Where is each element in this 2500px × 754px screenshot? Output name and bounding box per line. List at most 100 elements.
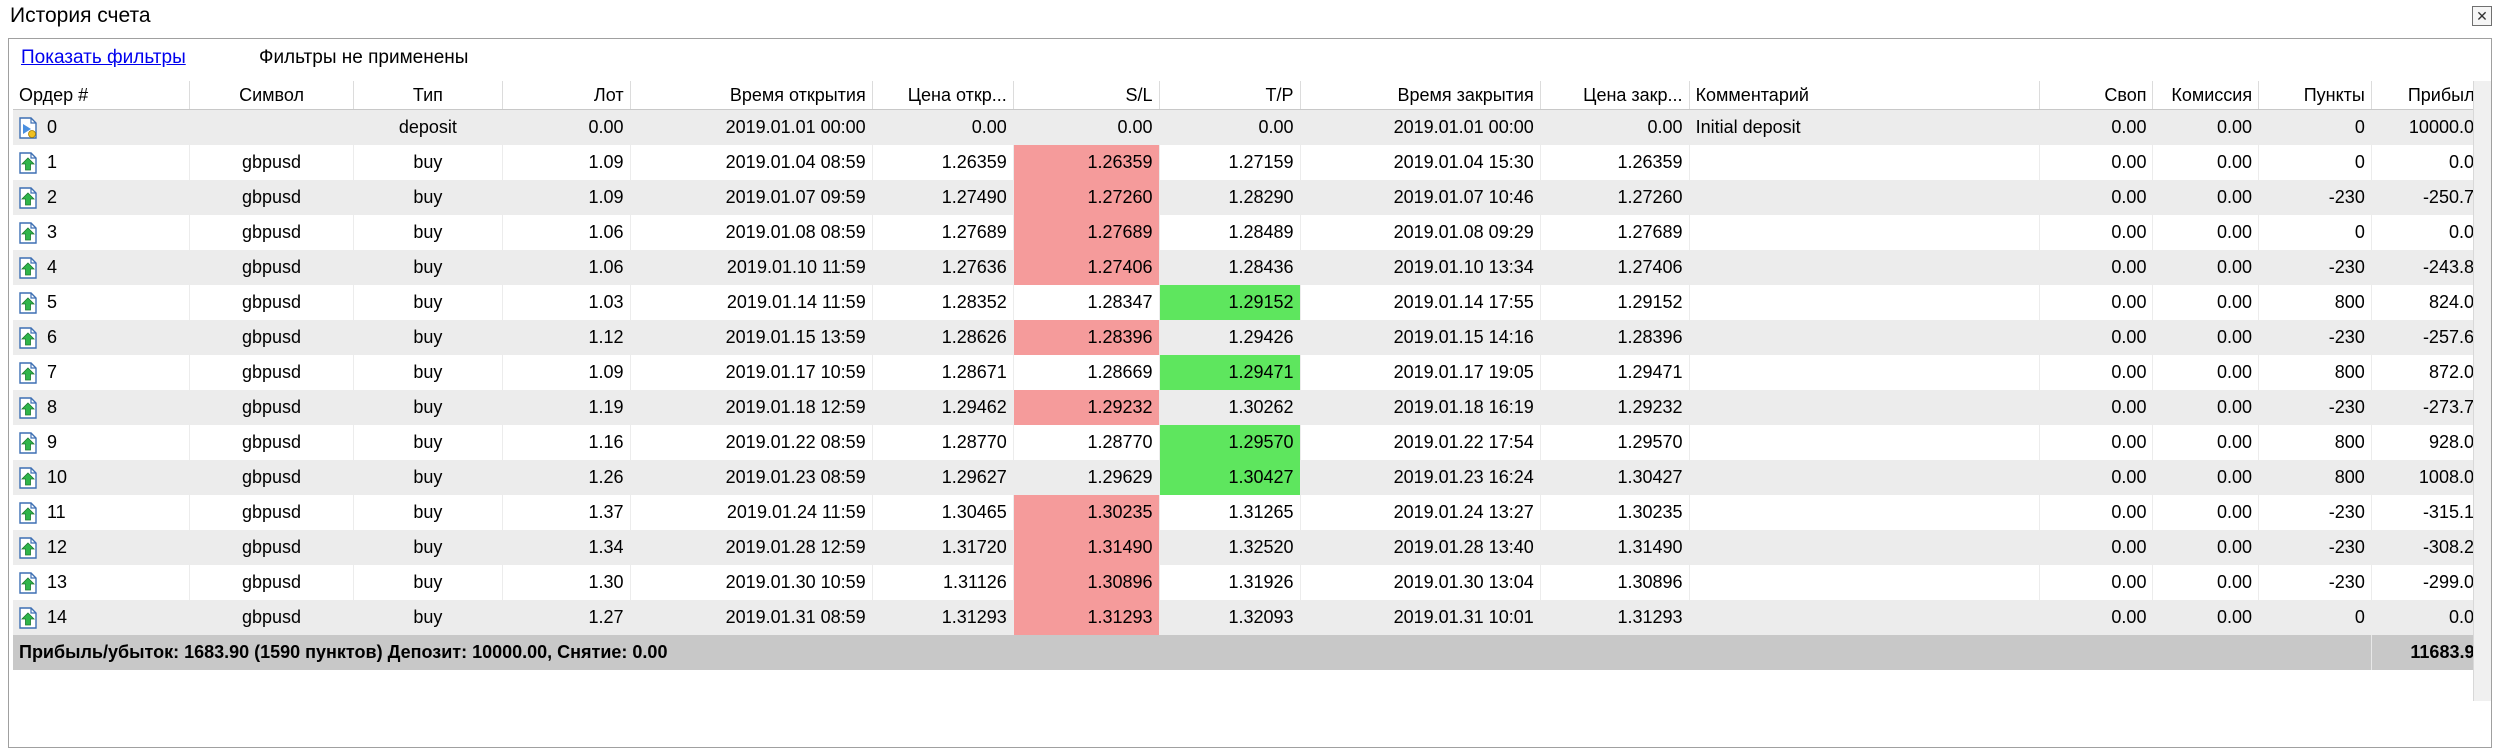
- order-cell-content: 2: [19, 186, 183, 209]
- cell-type: buy: [353, 285, 504, 320]
- cell-commission: 0.00: [2152, 215, 2260, 250]
- cell-sl: 1.28770: [1013, 425, 1160, 460]
- column-header-close-time[interactable]: Время закрытия: [1300, 81, 1541, 110]
- order-cell-content: 7: [19, 361, 183, 384]
- cell-commission: 0.00: [2152, 109, 2260, 145]
- table-row[interactable]: 5 gbpusd buy 1.03 2019.01.14 11:59 1.28352 1.2…: [13, 285, 2492, 320]
- cell-swap: 0.00: [2039, 530, 2154, 565]
- order-cell-content: 14: [19, 606, 183, 629]
- cell-lot: 1.16: [502, 425, 631, 460]
- cell-order: 10: [13, 460, 191, 495]
- cell-lot: 1.03: [502, 285, 631, 320]
- cell-type: buy: [353, 355, 504, 390]
- buy-order-icon: [19, 186, 37, 209]
- column-header-commission[interactable]: Комиссия: [2152, 81, 2260, 110]
- cell-points: 0: [2258, 215, 2372, 250]
- cell-lot: 1.12: [502, 320, 631, 355]
- column-header-comment[interactable]: Комментарий: [1689, 81, 2041, 110]
- column-header-sl[interactable]: S/L: [1013, 81, 1160, 110]
- table-row[interactable]: 12 gbpusd buy 1.34 2019.01.28 12:59 1.31720 1.…: [13, 530, 2492, 565]
- close-button[interactable]: ✕: [2472, 6, 2492, 26]
- cell-sl: 1.30896: [1013, 565, 1160, 600]
- vertical-scrollbar[interactable]: [2473, 81, 2491, 701]
- order-cell-content: 12: [19, 536, 183, 559]
- table-row[interactable]: 8 gbpusd buy 1.19 2019.01.18 12:59 1.29462 1.2…: [13, 390, 2492, 425]
- cell-profit: -299.00: [2371, 565, 2492, 600]
- cell-tp: 1.31926: [1159, 565, 1301, 600]
- cell-type: buy: [353, 215, 504, 250]
- cell-commission: 0.00: [2152, 425, 2260, 460]
- table-row[interactable]: 9 gbpusd buy 1.16 2019.01.22 08:59 1.28770 1.2…: [13, 425, 2492, 460]
- order-cell-content: 0: [19, 116, 183, 139]
- cell-lot: 1.34: [502, 530, 631, 565]
- cell-close-price: 1.29570: [1540, 425, 1690, 460]
- cell-comment: [1689, 355, 2041, 390]
- cell-profit: -250.70: [2371, 180, 2492, 215]
- column-header-open-time[interactable]: Время открытия: [630, 81, 873, 110]
- column-header-tp[interactable]: T/P: [1159, 81, 1301, 110]
- buy-order-icon: [19, 466, 37, 489]
- window-title: История счета: [10, 4, 151, 27]
- cell-swap: 0.00: [2039, 320, 2154, 355]
- table-row[interactable]: 11 gbpusd buy 1.37 2019.01.24 11:59 1.30465 1.…: [13, 495, 2492, 530]
- close-icon: ✕: [2476, 8, 2488, 24]
- order-number: 6: [47, 327, 58, 347]
- cell-swap: 0.00: [2039, 215, 2154, 250]
- show-filters-link[interactable]: Показать фильтры: [21, 47, 186, 68]
- table-row[interactable]: 1 gbpusd buy 1.09 2019.01.04 08:59 1.26359 1.2…: [13, 145, 2492, 180]
- column-header-type[interactable]: Тип: [353, 81, 504, 110]
- order-cell-content: 8: [19, 396, 183, 419]
- cell-open-time: 2019.01.30 10:59: [630, 565, 873, 600]
- column-header-symbol[interactable]: Символ: [189, 81, 354, 110]
- cell-close-time: 2019.01.01 00:00: [1300, 109, 1541, 145]
- cell-lot: 1.27: [502, 600, 631, 635]
- cell-lot: 1.09: [502, 355, 631, 390]
- cell-commission: 0.00: [2152, 460, 2260, 495]
- order-number: 0: [47, 117, 58, 137]
- cell-comment: [1689, 495, 2041, 530]
- cell-points: 800: [2258, 355, 2372, 390]
- column-header-profit[interactable]: Прибыль: [2371, 81, 2492, 110]
- order-cell-content: 10: [19, 466, 183, 489]
- table-row[interactable]: 4 gbpusd buy 1.06 2019.01.10 11:59 1.27636 1.2…: [13, 250, 2492, 285]
- cell-open-price: 1.31126: [872, 565, 1014, 600]
- order-cell-content: 4: [19, 256, 183, 279]
- table-row[interactable]: 6 gbpusd buy 1.12 2019.01.15 13:59 1.28626 1.2…: [13, 320, 2492, 355]
- cell-sl: 1.29629: [1013, 460, 1160, 495]
- summary-total-profit: 11683.90: [2370, 635, 2491, 670]
- table-row[interactable]: 10 gbpusd buy 1.26 2019.01.23 08:59 1.29627 1.…: [13, 460, 2492, 495]
- cell-swap: 0.00: [2039, 145, 2154, 180]
- cell-comment: [1689, 460, 2041, 495]
- table-row[interactable]: 7 gbpusd buy 1.09 2019.01.17 10:59 1.28671 1.2…: [13, 355, 2492, 390]
- column-header-points[interactable]: Пункты: [2258, 81, 2372, 110]
- column-header-swap[interactable]: Своп: [2039, 81, 2154, 110]
- cell-commission: 0.00: [2152, 320, 2260, 355]
- cell-order: 1: [13, 145, 191, 180]
- cell-swap: 0.00: [2039, 180, 2154, 215]
- table-row[interactable]: 0 deposit 0.00 2019.01.01 00:00 0.00 0.00 0.00…: [13, 109, 2492, 145]
- order-number: 11: [47, 502, 66, 522]
- column-header-close-price[interactable]: Цена закр...: [1540, 81, 1690, 110]
- table-row[interactable]: 3 gbpusd buy 1.06 2019.01.08 08:59 1.27689 1.2…: [13, 215, 2492, 250]
- column-header-open-price[interactable]: Цена откр...: [872, 81, 1014, 110]
- cell-comment: [1689, 530, 2041, 565]
- summary-text: Прибыль/убыток: 1683.90 (1590 пунктов) Д…: [13, 635, 2372, 670]
- table-row[interactable]: 14 gbpusd buy 1.27 2019.01.31 08:59 1.31293 1.…: [13, 600, 2492, 635]
- cell-close-price: 1.30235: [1540, 495, 1690, 530]
- column-header-order[interactable]: Ордер #: [13, 81, 191, 110]
- cell-comment: [1689, 180, 2041, 215]
- cell-symbol: gbpusd: [189, 180, 354, 215]
- cell-close-time: 2019.01.24 13:27: [1300, 495, 1541, 530]
- column-header-lot[interactable]: Лот: [502, 81, 631, 110]
- table-row[interactable]: 13 gbpusd buy 1.30 2019.01.30 10:59 1.31126 1.…: [13, 565, 2492, 600]
- cell-symbol: gbpusd: [189, 600, 354, 635]
- history-table: Ордер # Символ Тип Лот Время открытия Це…: [13, 81, 2492, 670]
- cell-points: -230: [2258, 390, 2372, 425]
- cell-swap: 0.00: [2039, 109, 2154, 145]
- cell-symbol: gbpusd: [189, 355, 354, 390]
- order-cell-content: 3: [19, 221, 183, 244]
- cell-sl: 0.00: [1013, 109, 1160, 145]
- order-cell-content: 11: [19, 501, 183, 524]
- table-row[interactable]: 2 gbpusd buy 1.09 2019.01.07 09:59 1.27490 1.2…: [13, 180, 2492, 215]
- cell-open-price: 1.29627: [872, 460, 1014, 495]
